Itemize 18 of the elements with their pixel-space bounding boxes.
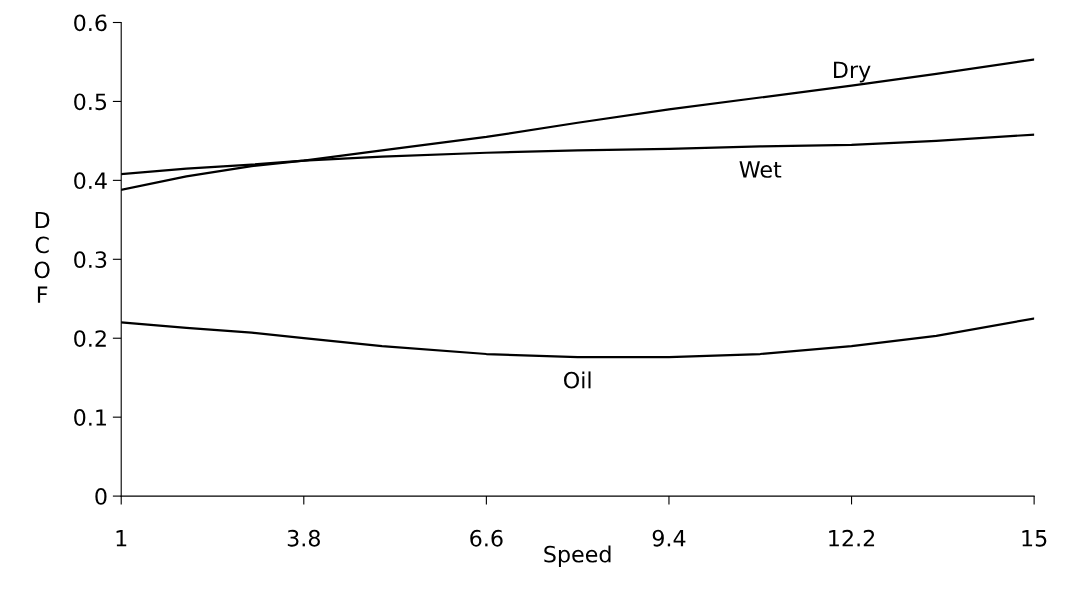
x-tick-label: 15 [1022, 530, 1047, 547]
y-tick-label: 0.1 [74, 409, 106, 426]
y-tick-label: 0.6 [74, 14, 107, 32]
x-tick-label: 9.4 [652, 529, 686, 547]
y-tick-label: 0.5 [74, 93, 107, 111]
series-label: Dry [834, 61, 871, 83]
x-tick-label: 1 [116, 530, 127, 547]
y-axis-title: D C O F [34, 211, 50, 303]
x-tick-label: 3.8 [287, 529, 320, 547]
series-label: Oil [563, 371, 591, 389]
x-axis-title: Speed [544, 545, 611, 567]
y-tick-label: 0.2 [74, 330, 106, 347]
series-label: Wet [739, 161, 782, 178]
y-tick-label: 0.3 [74, 251, 107, 269]
x-tick-label: 6.6 [470, 529, 503, 547]
y-tick-label: 0 [95, 488, 107, 505]
x-tick-label: 12.2 [829, 529, 875, 547]
y-tick-label: 0.4 [74, 172, 107, 190]
